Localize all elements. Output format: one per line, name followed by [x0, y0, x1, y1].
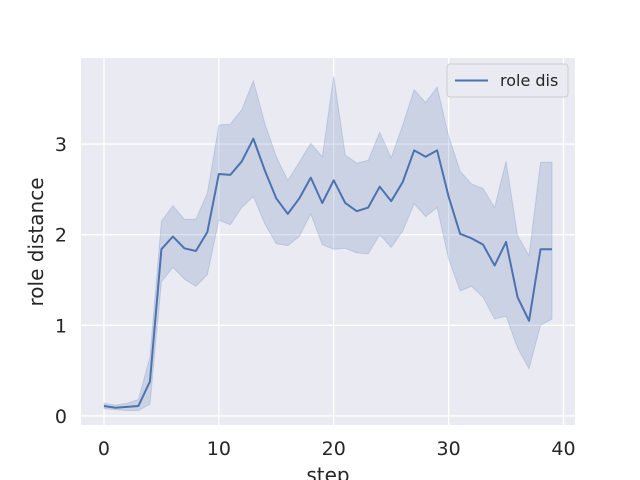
y-axis-label: role distance: [24, 178, 48, 307]
legend-box: [446, 63, 569, 98]
x-tick-label: 40: [551, 438, 575, 460]
plot-area: [81, 58, 575, 425]
series-line-role-dis: [103, 137, 553, 409]
legend: role dis: [446, 63, 569, 98]
grid-lines: [81, 58, 575, 425]
y-tick-label: 2: [55, 225, 67, 247]
y-tick-label: 0: [55, 406, 67, 428]
y-tick-label: 1: [55, 315, 67, 337]
x-tick-labels: 0 10 20 30 40: [98, 438, 576, 460]
y-tick-label: 3: [55, 134, 67, 156]
x-tick-label: 10: [207, 438, 231, 460]
x-tick-label: 20: [322, 438, 346, 460]
x-axis-label: step: [306, 463, 349, 480]
legend-entry-label: role dis: [500, 71, 558, 90]
x-tick-label: 30: [437, 438, 461, 460]
y-tick-labels: 0 1 2 3: [55, 134, 67, 428]
x-tick-label: 0: [98, 438, 110, 460]
series-line-group: [103, 137, 553, 409]
